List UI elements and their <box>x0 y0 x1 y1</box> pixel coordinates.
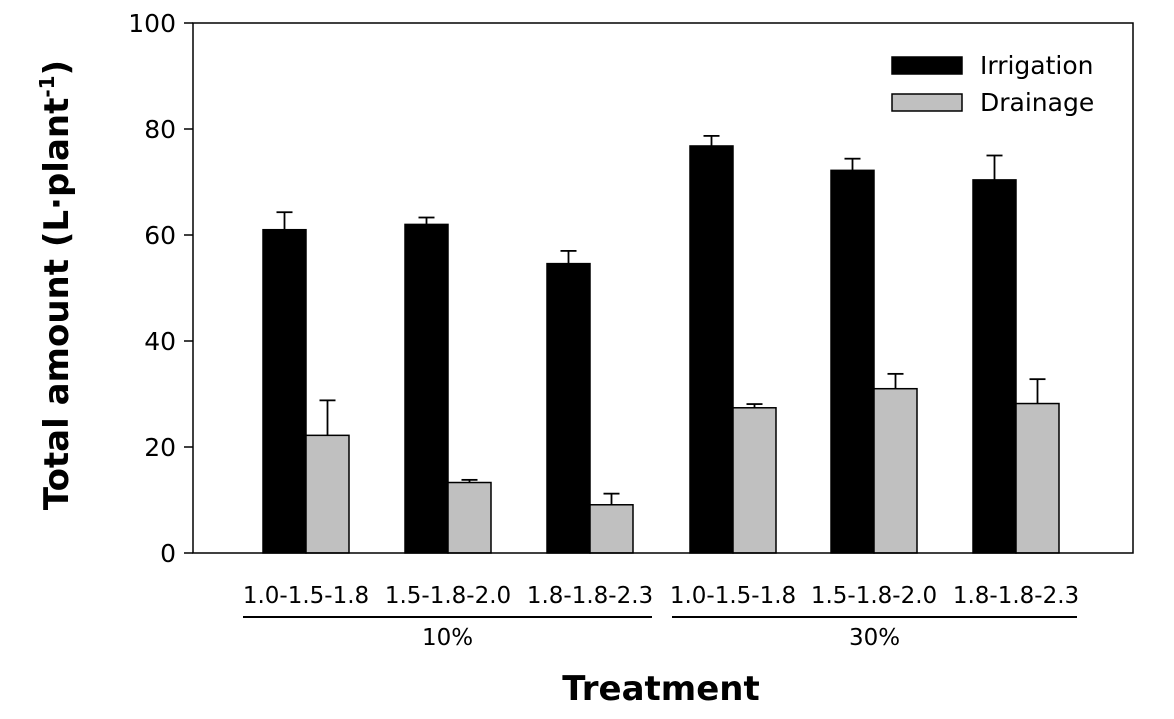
drainage-error-bar-2 <box>461 478 478 483</box>
y-tick-label-100: 100 <box>128 9 176 38</box>
irrigation-bar-3 <box>546 262 591 554</box>
irrigation-error-bar-4 <box>703 134 720 146</box>
group-label-2: 30% <box>849 625 900 651</box>
irrigation-error-bar-6 <box>986 154 1003 180</box>
irrigation-bar-1 <box>262 228 307 554</box>
legend-label-2: Drainage <box>980 88 1094 117</box>
y-axis-title-superscript: -1 <box>35 75 59 97</box>
x-category-label-4: 1.0-1.5-1.8 <box>670 583 796 609</box>
drainage-bar-6 <box>1015 402 1060 554</box>
y-tick-label-20: 20 <box>144 433 176 462</box>
drainage-bar-1 <box>305 434 350 554</box>
legend-swatch-1 <box>891 56 963 75</box>
irrigation-bar-4 <box>689 145 734 554</box>
x-category-label-3: 1.8-1.8-2.3 <box>527 583 653 609</box>
y-tick-label-0: 0 <box>160 539 176 568</box>
x-category-label-2: 1.5-1.8-2.0 <box>385 583 511 609</box>
y-tick-label-60: 60 <box>144 221 176 250</box>
irrigation-error-bar-3 <box>560 249 577 264</box>
irrigation-bar-2 <box>404 223 449 554</box>
y-tick-label-80: 80 <box>144 115 176 144</box>
irrigation-error-bar-1 <box>276 211 293 230</box>
bars-layer <box>262 134 1060 554</box>
drainage-bar-2 <box>447 481 492 554</box>
x-category-label-5: 1.5-1.8-2.0 <box>811 583 937 609</box>
legend: Irrigation Drainage <box>891 51 1094 117</box>
y-axis-title: Total amount (L·plant-1) <box>35 60 77 510</box>
drainage-error-bar-3 <box>603 492 620 505</box>
drainage-bar-3 <box>589 504 634 554</box>
drainage-error-bar-1 <box>319 399 336 436</box>
y-axis-title-main: Total amount (L·plant <box>37 98 77 510</box>
drainage-error-bar-4 <box>746 403 763 408</box>
legend-entry-irrigation: Irrigation <box>891 51 1094 80</box>
drainage-bar-4 <box>732 407 777 554</box>
irrigation-error-bar-5 <box>844 157 861 171</box>
x-category-label-1: 1.0-1.5-1.8 <box>243 583 369 609</box>
x-axis-title: Treatment <box>562 669 759 709</box>
drainage-bar-5 <box>873 387 918 554</box>
drainage-error-bar-5 <box>887 372 904 389</box>
x-category-label-6: 1.8-1.8-2.3 <box>953 583 1079 609</box>
labels-layer: 0 20 40 60 80 100 1.0-1.5-1.8 1.5-1.8-2.0 1.8-1.… <box>128 9 1079 651</box>
legend-entry-drainage: Drainage <box>891 88 1094 117</box>
irrigation-bar-6 <box>972 179 1017 554</box>
y-axis-title-close: ) <box>37 60 77 76</box>
irrigation-error-bar-2 <box>418 216 435 225</box>
y-tick-label-40: 40 <box>144 327 176 356</box>
irrigation-bar-5 <box>830 169 875 554</box>
axes-layer <box>184 22 1134 618</box>
legend-swatch-2 <box>891 93 963 112</box>
legend-label-1: Irrigation <box>980 51 1094 80</box>
drainage-error-bar-6 <box>1029 378 1046 404</box>
group-label-1: 10% <box>422 625 473 651</box>
plot-frame <box>192 22 1134 554</box>
